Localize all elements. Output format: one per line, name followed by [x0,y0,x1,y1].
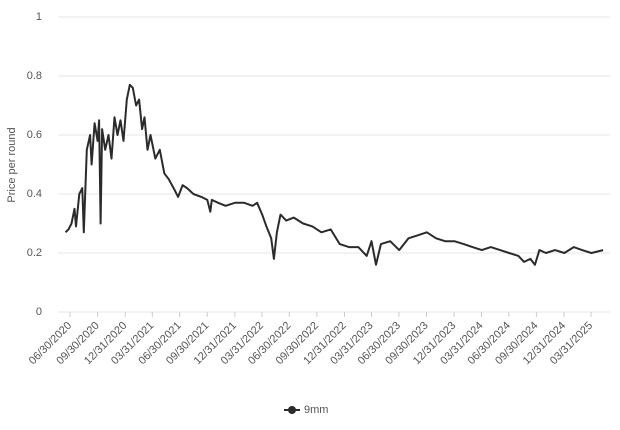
y-axis-label: Price per round [6,127,18,202]
y-tick-label: 0.6 [27,129,42,141]
y-tick-label: 0.2 [27,247,42,259]
y-tick-label: 1 [36,11,42,23]
legend-marker [288,406,296,414]
y-tick-label: 0 [36,306,42,318]
y-tick-label: 0.4 [27,188,42,200]
line-series [64,83,604,266]
legend-label: 9mm [304,404,328,416]
y-tick-label: 0.8 [27,70,42,82]
